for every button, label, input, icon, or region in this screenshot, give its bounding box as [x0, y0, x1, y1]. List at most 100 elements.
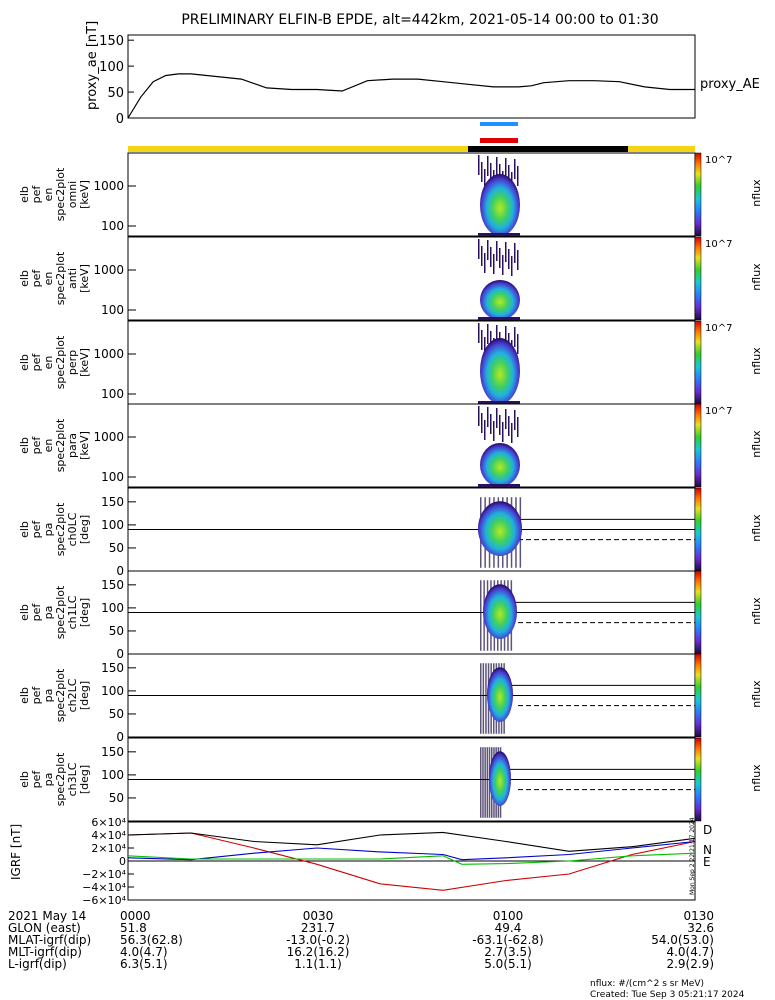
colorbar [694, 737, 702, 822]
spec-ylabel-line: spec2plot [54, 251, 67, 305]
pa-panel-3: 150 100 50 elb pef pa spec2plot ch3LC [deg] nflux [18, 737, 763, 822]
side-stamp: Mon Sep 2 22:21:17 2024 [689, 817, 696, 895]
spec-stripe [502, 255, 504, 275]
spec-ylabel-line: pef [30, 185, 43, 204]
spec-stripe [511, 256, 513, 276]
pa-ylabel-line: ch1LC [66, 595, 79, 629]
spec-stripe [481, 413, 483, 433]
igrf-legend-e: E [703, 855, 711, 869]
axis-row-value: 51.8 [120, 921, 147, 935]
spec-blob [480, 338, 520, 404]
colorbar-label: nflux [750, 179, 763, 207]
colorbar [694, 152, 702, 237]
pa-ylabel-line: spec2plot [54, 502, 67, 556]
spec-stripe [514, 159, 516, 179]
igrf-series-1 [127, 840, 696, 861]
ytick-label: 0 [119, 855, 126, 868]
ytick-label: 100 [99, 60, 124, 75]
spec-stripe [508, 165, 510, 185]
ytick-label: 50 [109, 541, 124, 555]
pa-stripe [480, 663, 482, 734]
sunlight-bar-left [128, 146, 468, 152]
pa-ylabel-line: [deg] [78, 681, 91, 710]
ytick-label: 0 [116, 730, 124, 744]
colorbar-label: nflux [750, 680, 763, 708]
axis-row-value: 0030 [303, 909, 334, 923]
spec-stripe [505, 158, 507, 178]
spec-stripe [514, 327, 516, 347]
colorbar [694, 487, 702, 572]
spec-stripe [505, 242, 507, 262]
ytick-label: 2×10⁴ [91, 842, 126, 855]
spec-stripe [502, 422, 504, 442]
spec-stripe [517, 250, 519, 270]
spec-ylabel-line: [keV] [78, 431, 91, 460]
igrf-ylabel: IGRF [nT] [9, 824, 23, 880]
status-bars [128, 122, 695, 152]
spec-stripe [490, 247, 492, 267]
pa-ylabel-line: elb [18, 604, 31, 621]
spec-stripe [496, 157, 498, 177]
pa-blob [487, 667, 513, 722]
igrf-series-2 [127, 852, 696, 865]
ytick-label: 150 [101, 578, 124, 592]
spec-blob [480, 174, 520, 236]
spec-panel-0: 1000 100 elb pef en spec2plot omni [keV] 10^7 nfl… [18, 152, 763, 237]
spec-stripe [505, 409, 507, 429]
spec-ylabel-line: anti [66, 268, 79, 289]
colorbar-top: 10^7 [705, 406, 732, 417]
spec-ylabel-line: [keV] [78, 180, 91, 209]
pa-stripe [480, 747, 482, 818]
axis-row-value: -13.0(-0.2) [286, 933, 350, 947]
pa-blob [483, 584, 517, 639]
axis-row-value: 54.0(53.0) [651, 933, 714, 947]
spec-panel-1: 1000 100 elb pef en spec2plot anti [keV] 10^7 nfl… [18, 236, 763, 321]
ytick-label: 150 [101, 495, 124, 509]
colorbar-top: 10^7 [705, 155, 732, 166]
ytick-label: 100 [101, 219, 124, 233]
spec-stripe [478, 323, 480, 343]
spec-blob [480, 443, 520, 487]
colorbar [694, 320, 702, 405]
created-note: Created: Tue Sep 3 05:21:17 2024 [590, 990, 745, 1000]
colorbar [694, 570, 702, 655]
spec-stripe [508, 249, 510, 269]
pa-ylabel-line: spec2plot [54, 668, 67, 722]
spec-stripe [481, 330, 483, 350]
ytick-label: 0 [116, 564, 124, 578]
spec-ylabel-line: elb [18, 437, 31, 454]
ytick-label: −2×10⁴ [82, 868, 126, 881]
ytick-label: 100 [101, 684, 124, 698]
spec-stripe [514, 243, 516, 263]
spec-stripe [517, 334, 519, 354]
proxy-ae-panel: 150 100 50 0 proxy_ae [nT] proxy_AE [85, 21, 760, 127]
axis-row-label: L-igrf(dip) [8, 957, 67, 971]
ytick-label: 100 [101, 601, 124, 615]
spec-stripe [490, 163, 492, 183]
spec-stripe [487, 324, 489, 344]
spec-stripe [511, 423, 513, 443]
axis-row-label: MLAT-igrf(dip) [8, 933, 91, 947]
spec-ylabel-line: spec2plot [54, 167, 67, 221]
spec-stripe [481, 162, 483, 182]
spec-stripe [499, 415, 501, 435]
axis-row-value: 1.1(1.1) [294, 957, 342, 971]
proxy-ae-ylabel: proxy_ae [nT] [85, 21, 100, 110]
pa-ylabel-line: ch2LC [66, 678, 79, 712]
ytick-label: 150 [101, 661, 124, 675]
igrf-series-3 [127, 831, 696, 852]
spec-blob [480, 280, 520, 320]
spec-stripe [490, 331, 492, 351]
spec-stripe [484, 169, 486, 189]
pa-ylabel-line: pef [30, 686, 43, 705]
spec-stripe [493, 254, 495, 274]
spec-stripe [478, 406, 480, 426]
pa-ylabel-line: ch0LC [66, 512, 79, 546]
ytick-label: 100 [101, 518, 124, 532]
ytick-label: 150 [99, 34, 124, 49]
spec-stripe [499, 164, 501, 184]
spec-ylabel-line: en [42, 272, 55, 286]
axis-row-value: 2.7(3.5) [484, 945, 532, 959]
